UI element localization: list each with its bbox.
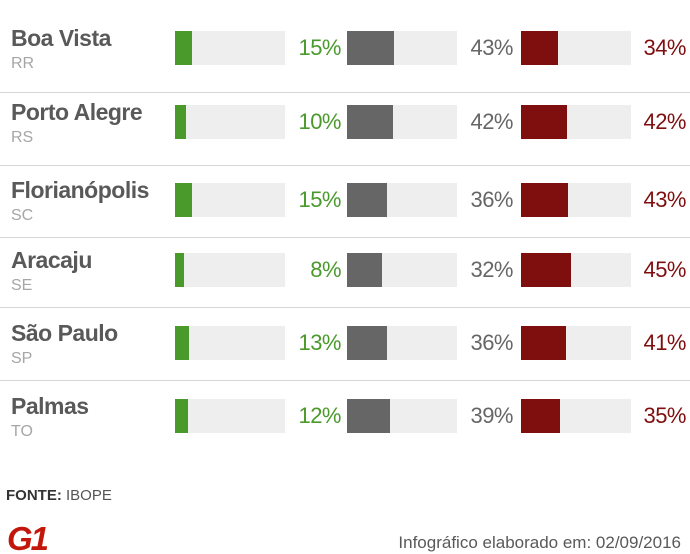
- data-label: 34%: [643, 35, 686, 60]
- row-divider: [0, 237, 690, 238]
- source-label: FONTE:: [6, 487, 62, 504]
- city-row: Porto Alegre RS 10% 42% 42%: [0, 89, 690, 149]
- bar-track: [521, 326, 631, 360]
- state-code: TO: [11, 423, 33, 440]
- bar-track: [347, 399, 457, 433]
- city-name: Boa Vista: [11, 25, 111, 51]
- city-name: Porto Alegre: [11, 99, 143, 125]
- bar-track: [347, 183, 457, 217]
- bar-track: [521, 31, 631, 65]
- bar: [175, 31, 192, 65]
- bar-track: [521, 105, 631, 139]
- bar: [347, 31, 394, 65]
- city-row: Palmas TO 12% 39% 35%: [0, 383, 690, 443]
- data-label: 43%: [643, 187, 686, 212]
- data-label: 36%: [470, 187, 513, 212]
- bar: [521, 253, 571, 287]
- row-divider: [0, 92, 690, 93]
- data-label: 8%: [310, 257, 341, 282]
- data-label: 41%: [643, 330, 686, 355]
- g1-logo-text: G1: [7, 521, 47, 553]
- data-label: 43%: [470, 35, 513, 60]
- source-note: FONTE: IBOPE: [6, 487, 112, 504]
- city-row: Aracaju SE 8% 32% 45%: [0, 237, 690, 297]
- bar-track: [521, 183, 631, 217]
- bar-track: [347, 253, 457, 287]
- city-name: Palmas: [11, 393, 89, 419]
- data-label: 32%: [470, 257, 513, 282]
- data-label: 35%: [643, 403, 686, 428]
- data-label: 45%: [643, 257, 686, 282]
- bar: [347, 253, 382, 287]
- data-label: 10%: [298, 109, 341, 134]
- bar: [347, 183, 387, 217]
- city-name: Florianópolis: [11, 177, 149, 203]
- g1-logo: G1: [7, 521, 47, 553]
- data-label: 15%: [298, 187, 341, 212]
- bar: [175, 399, 188, 433]
- credit-note: Infográfico elaborado em: 02/09/2016: [398, 533, 681, 552]
- data-label: 15%: [298, 35, 341, 60]
- bar-track: [175, 326, 285, 360]
- city-name: Aracaju: [11, 247, 92, 273]
- bar-track: [175, 183, 285, 217]
- bar-track: [347, 31, 457, 65]
- state-code: RR: [11, 55, 35, 72]
- state-code: SP: [11, 350, 33, 367]
- data-label: 39%: [470, 403, 513, 428]
- source-value: IBOPE: [66, 487, 112, 504]
- bar: [347, 105, 393, 139]
- bar-track: [521, 253, 631, 287]
- data-label: 42%: [470, 109, 513, 134]
- city-row: Florianópolis SC 15% 36% 43%: [0, 167, 690, 227]
- row-divider: [0, 165, 690, 166]
- city-row: São Paulo SP 13% 36% 41%: [0, 310, 690, 370]
- bar-track: [521, 399, 631, 433]
- bar: [175, 183, 192, 217]
- state-code: SC: [11, 207, 34, 224]
- data-label: 12%: [298, 403, 341, 428]
- bar-track: [347, 105, 457, 139]
- city-name: São Paulo: [11, 320, 118, 346]
- data-label: 13%: [298, 330, 341, 355]
- bar: [521, 326, 566, 360]
- bar: [175, 105, 186, 139]
- data-label: 36%: [470, 330, 513, 355]
- row-divider: [0, 307, 690, 308]
- bar-track: [347, 326, 457, 360]
- city-row: Boa Vista RR 15% 43% 34%: [0, 15, 690, 75]
- state-code: RS: [11, 129, 34, 146]
- bar: [175, 253, 184, 287]
- bar: [521, 183, 568, 217]
- bar: [347, 399, 390, 433]
- bar-track: [175, 399, 285, 433]
- bar: [347, 326, 387, 360]
- bar: [521, 105, 567, 139]
- row-divider: [0, 380, 690, 381]
- bar-track: [175, 105, 285, 139]
- state-code: SE: [11, 277, 33, 294]
- bar: [521, 399, 560, 433]
- bar-track: [175, 253, 285, 287]
- bar: [521, 31, 558, 65]
- bar: [175, 326, 189, 360]
- bar-track: [175, 31, 285, 65]
- data-label: 42%: [643, 109, 686, 134]
